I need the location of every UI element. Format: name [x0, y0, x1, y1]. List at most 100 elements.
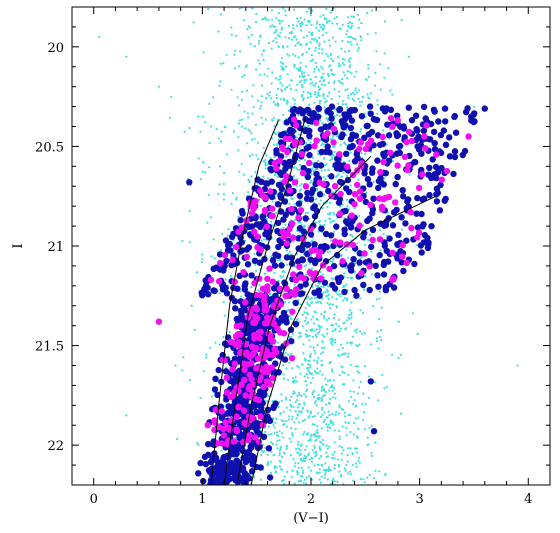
field-star-point [313, 101, 316, 104]
field-star-point [333, 441, 336, 444]
field-star-point [339, 295, 342, 298]
field-star-point [324, 219, 327, 222]
field-star-point [325, 117, 328, 120]
field-star-point [335, 175, 338, 179]
field-star-point [330, 57, 333, 61]
field-star-point [332, 211, 335, 215]
field-star-point [237, 122, 241, 125]
blue-star-point [349, 217, 356, 225]
field-star-point [276, 259, 279, 262]
field-star-point [310, 330, 313, 333]
blue-star-point [186, 179, 193, 186]
field-star-point [289, 409, 292, 412]
field-star-point [316, 412, 320, 415]
field-star-point [293, 421, 296, 424]
field-star-point [295, 67, 298, 70]
blue-star-point [218, 464, 225, 472]
field-star-point [330, 341, 333, 345]
field-star-point [329, 44, 332, 47]
field-star-point [332, 153, 335, 157]
field-star-point [281, 90, 284, 93]
field-star-point [230, 26, 233, 29]
field-star-point [276, 34, 279, 37]
field-star-point [282, 226, 285, 229]
blue-star-point [253, 421, 261, 428]
magenta-star-point [250, 381, 257, 388]
field-star-point [302, 97, 305, 100]
field-star-point [222, 193, 226, 196]
magenta-star-point [222, 419, 229, 426]
field-star-point [303, 18, 306, 21]
field-star-point [273, 174, 276, 177]
field-star-point [321, 48, 324, 51]
magenta-star-point [408, 224, 415, 232]
field-star-point [279, 446, 282, 449]
field-star-point [199, 130, 202, 133]
field-star-point [325, 318, 328, 322]
field-star-point [304, 380, 307, 383]
field-star-point [333, 313, 336, 316]
field-star-point [288, 84, 291, 87]
field-star-point [236, 96, 239, 99]
field-star-point [323, 25, 326, 28]
field-star-point [293, 392, 296, 395]
blue-star-point [351, 286, 358, 294]
blue-star-point [296, 192, 304, 199]
field-star-point [206, 221, 209, 224]
field-star-point [266, 400, 269, 403]
field-star-point [331, 22, 334, 25]
field-star-point [296, 443, 299, 446]
field-star-point [344, 415, 347, 418]
field-star-point [125, 55, 128, 58]
blue-star-point [325, 187, 332, 195]
field-star-point [321, 122, 324, 125]
field-star-point [284, 398, 287, 401]
blue-star-point [205, 291, 212, 298]
field-star-point [323, 411, 326, 414]
field-star-point [301, 406, 304, 409]
magenta-star-point [399, 253, 406, 260]
field-star-point [333, 150, 336, 153]
field-star-point [322, 14, 325, 17]
field-star-point [346, 276, 349, 279]
field-star-point [311, 376, 314, 379]
blue-star-point [282, 211, 289, 219]
field-star-point [276, 144, 279, 147]
blue-star-point [265, 445, 273, 452]
field-star-point [350, 15, 353, 18]
field-star-point [205, 353, 208, 356]
field-star-point [298, 81, 301, 84]
magenta-star-point [269, 374, 276, 382]
field-star-point [290, 440, 293, 443]
field-star-point [275, 96, 278, 100]
field-star-point [315, 96, 318, 99]
field-star-point [383, 20, 387, 23]
field-star-point [360, 152, 363, 155]
field-star-point [174, 364, 177, 367]
magenta-star-point [389, 249, 396, 256]
field-star-point [349, 276, 352, 279]
field-star-point [259, 204, 262, 207]
blue-star-point [298, 290, 306, 297]
field-star-point [336, 22, 339, 25]
blue-star-point [442, 118, 449, 125]
magenta-star-point [241, 366, 248, 374]
field-star-point [313, 68, 316, 71]
field-star-point [312, 322, 315, 325]
field-star-point [275, 93, 278, 96]
field-star-point [313, 446, 316, 450]
field-star-point [305, 51, 308, 54]
field-star-point [359, 330, 362, 333]
magenta-star-point [215, 278, 223, 285]
blue-star-point [345, 113, 353, 120]
field-star-point [356, 43, 359, 46]
field-star-point [311, 423, 314, 426]
field-star-point [367, 63, 370, 67]
field-star-point [307, 313, 310, 316]
blue-star-point [288, 128, 296, 135]
field-star-point [317, 356, 320, 359]
field-star-point [262, 50, 265, 53]
magenta-star-point [290, 234, 297, 241]
field-star-point [400, 19, 403, 22]
blue-star-point [307, 231, 315, 238]
